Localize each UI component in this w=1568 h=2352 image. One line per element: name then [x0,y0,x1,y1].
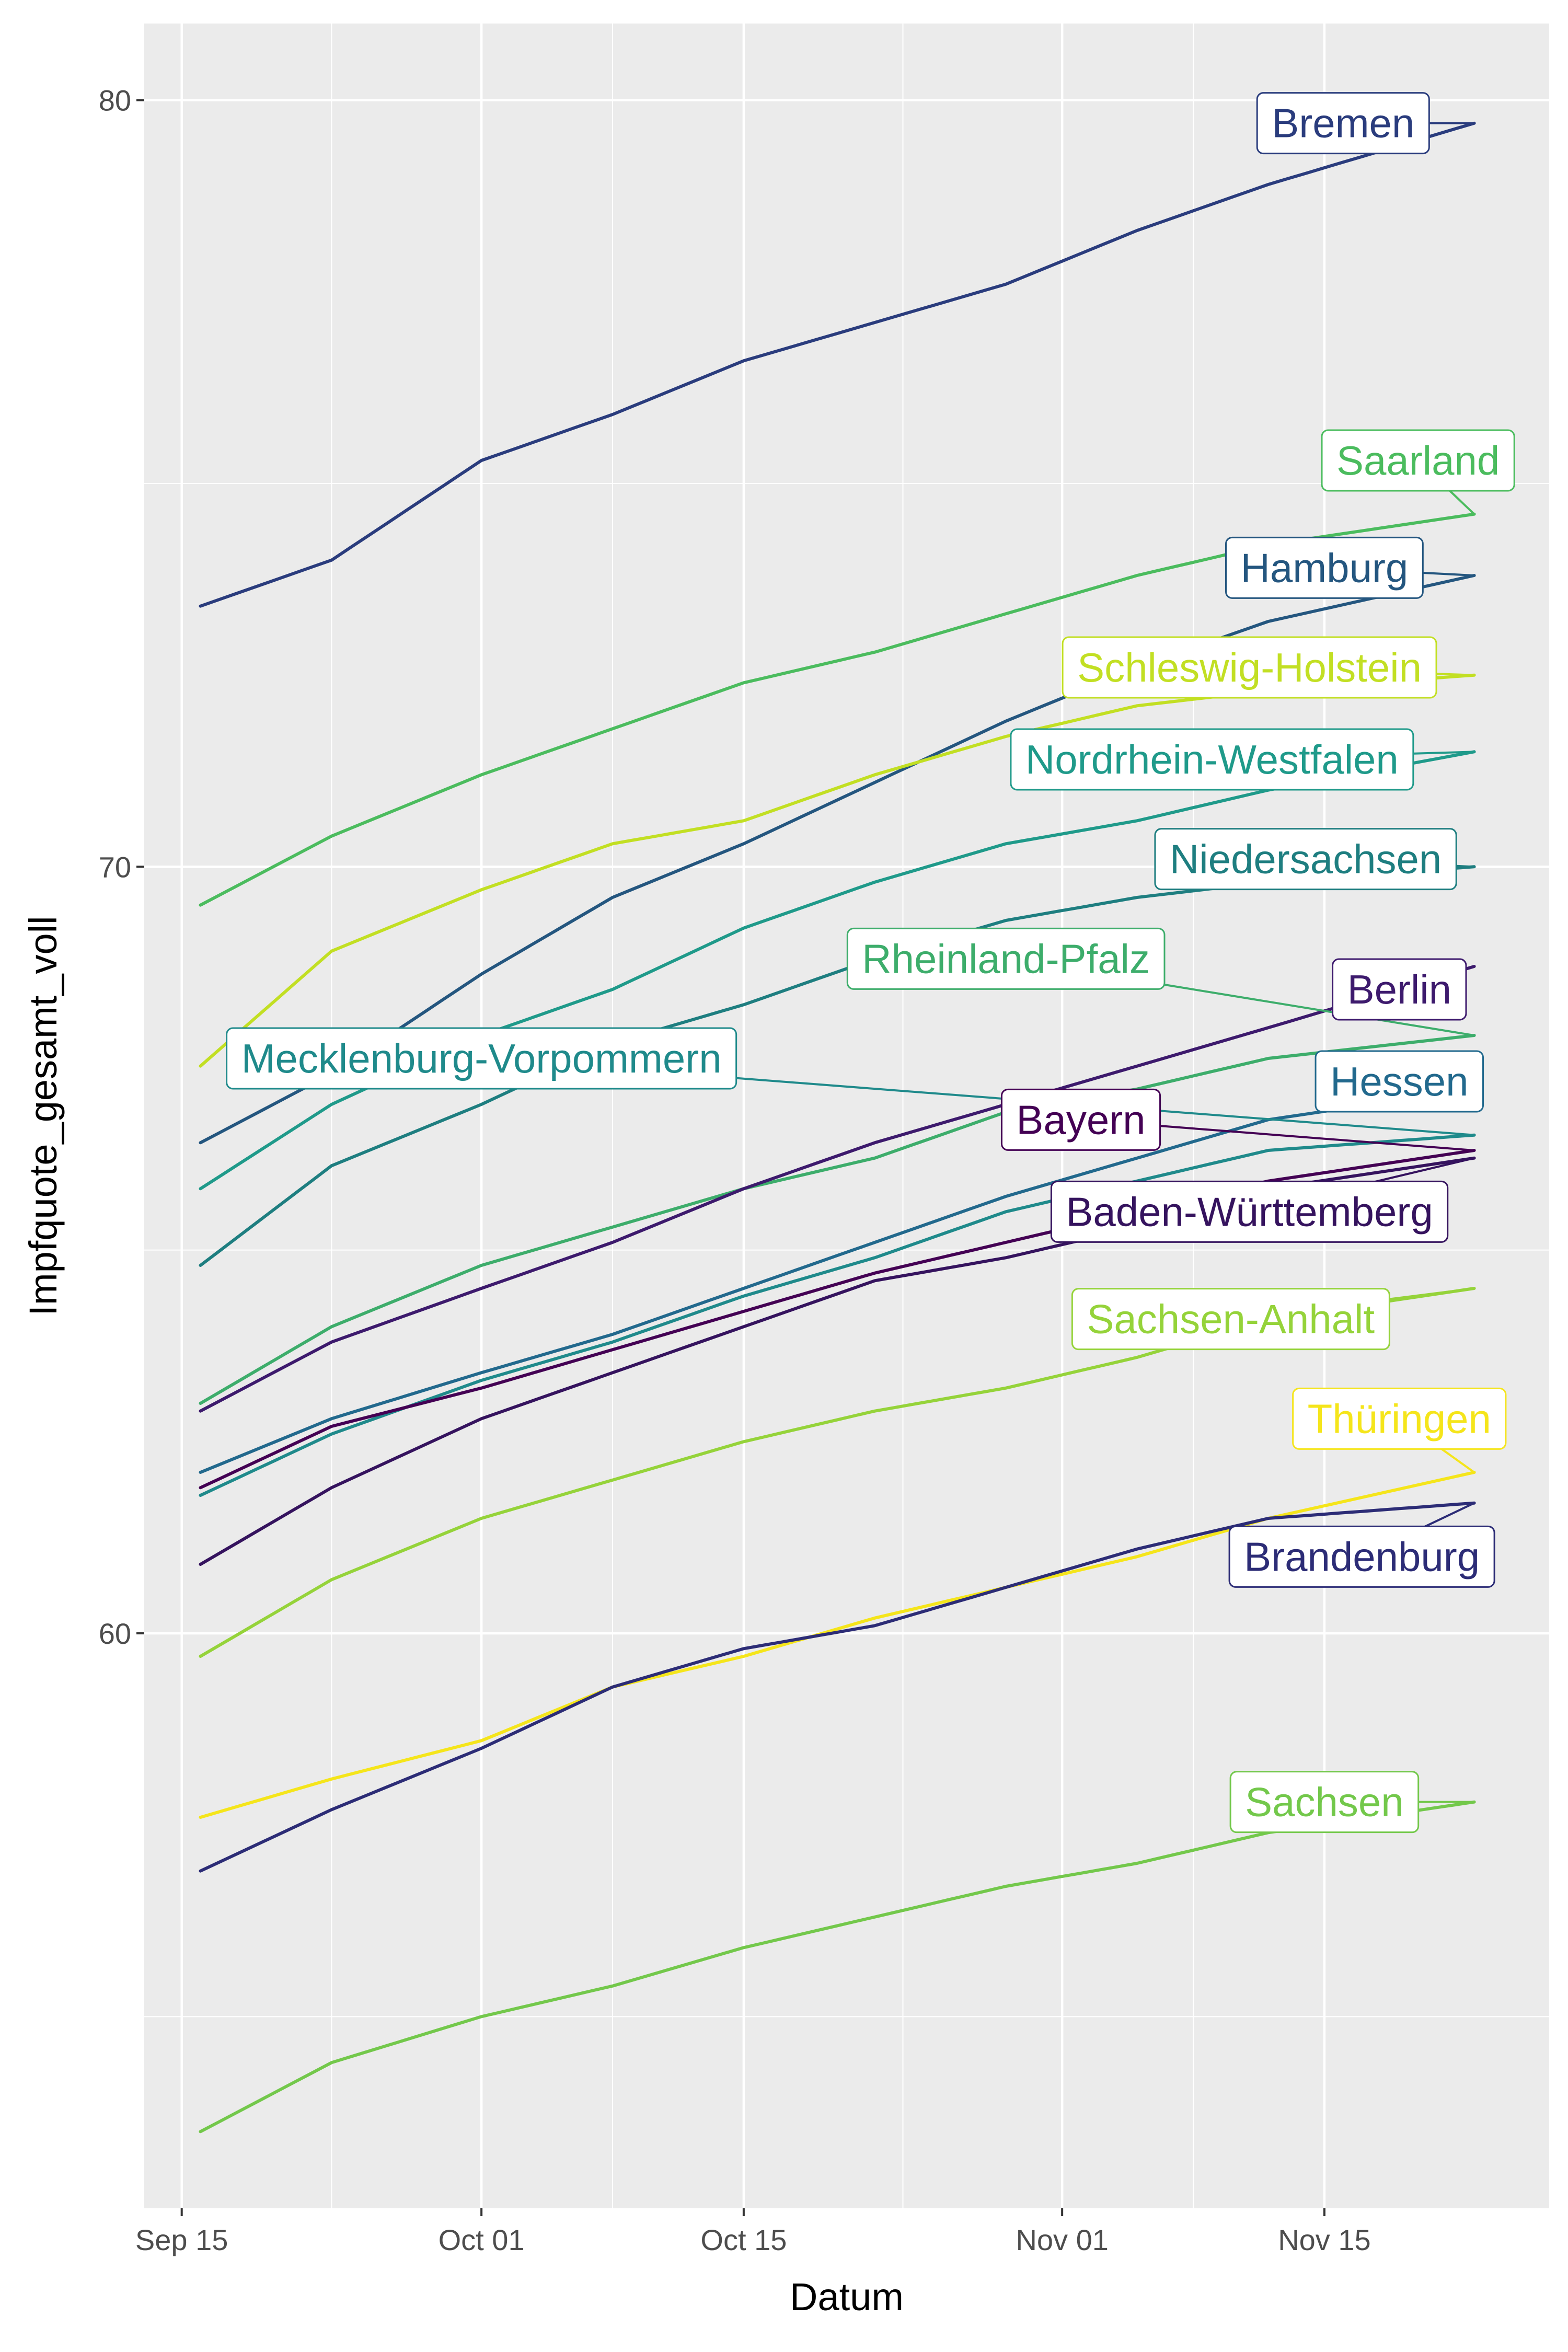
x-tick-label: Oct 15 [700,2223,787,2256]
series-label: Bayern [1000,1088,1474,1151]
label-box [1315,1050,1484,1113]
label-text: Mecklenburg-Vorpommern [241,1035,722,1081]
label-text: Brandenburg [1244,1534,1480,1579]
label-box [1229,1771,1420,1834]
series-label: Rheinland-Pfalz [846,927,1474,1036]
label-box [1225,536,1424,599]
label-text: Nordrhein-Westfalen [1025,736,1399,782]
series-label: Sachsen [1229,1771,1474,1834]
label-text: Bayern [1016,1097,1145,1143]
label-box [1010,728,1414,791]
label-box [1154,828,1457,891]
series-label: Berlin [1332,958,1475,1021]
series-label: Mecklenburg-Vorpommern [226,1027,1474,1136]
x-axis: Sep 15 Oct 01 Oct 15 Nov 01 Nov 15 [135,2208,1371,2256]
label-box [1292,1387,1507,1450]
series-label: Hessen [1315,1050,1484,1113]
label-text: Bremen [1272,100,1414,146]
label-box [1000,1088,1161,1151]
series-label: Schleswig-Holstein [1062,636,1474,699]
series-line [199,1087,1476,1474]
series-line [199,574,1476,1145]
label-box [226,1027,737,1090]
minor-gridlines [144,24,1549,2208]
label-text: Berlin [1347,966,1451,1012]
label-text: Hessen [1330,1058,1468,1104]
label-box [1332,958,1467,1021]
x-axis-title: Datum [790,2275,904,2319]
label-text: Hamburg [1241,545,1409,591]
label-box [1256,92,1430,155]
label-box [1321,429,1515,492]
series-labels: Bremen Saarland Hamburg Schleswig-Holstein N… [226,92,1515,1834]
series-line [199,1034,1476,1405]
series-label: Hamburg [1225,536,1474,599]
y-axis: 60 70 80 [99,84,144,1650]
series-label: Thüringen [1292,1387,1507,1473]
label-box [1050,1180,1449,1243]
label-box [1228,1525,1495,1588]
label-text: Schleswig-Holstein [1077,644,1422,690]
label-box [1071,1288,1390,1351]
label-box [1062,636,1437,699]
series-label: Niedersachsen [1154,828,1474,891]
label-text: Sachsen-Anhalt [1087,1296,1375,1342]
label-text: Niedersachsen [1170,836,1442,882]
label-text: Saarland [1336,437,1500,483]
y-axis-title: Impfquote_gesamt_voll [21,916,65,1316]
x-tick-label: Nov 01 [1016,2223,1108,2256]
label-text: Baden-Württemberg [1066,1189,1433,1235]
series-line [199,1501,1476,1873]
x-tick-label: Oct 01 [439,2223,525,2256]
series-label: Baden-Württemberg [1050,1157,1475,1243]
label-box [846,927,1166,990]
series-label: Brandenburg [1228,1502,1495,1588]
series-line [199,1800,1476,2134]
series-line [199,965,1476,1413]
series-label: Saarland [1321,429,1515,515]
series-line [199,121,1476,608]
x-tick-label: Nov 15 [1278,2223,1370,2256]
plot-panel [144,24,1549,2208]
y-tick-label: 80 [99,84,131,117]
series-label: Nordrhein-Westfalen [1010,728,1474,791]
label-text: Sachsen [1245,1779,1404,1825]
label-text: Rheinland-Pfalz [862,936,1150,982]
series-label: Sachsen-Anhalt [1071,1287,1474,1351]
series-label: Bremen [1256,92,1474,155]
y-tick-label: 70 [99,850,131,883]
label-text: Thüringen [1308,1396,1491,1442]
x-tick-label: Sep 15 [135,2223,228,2256]
y-tick-label: 60 [99,1617,131,1650]
